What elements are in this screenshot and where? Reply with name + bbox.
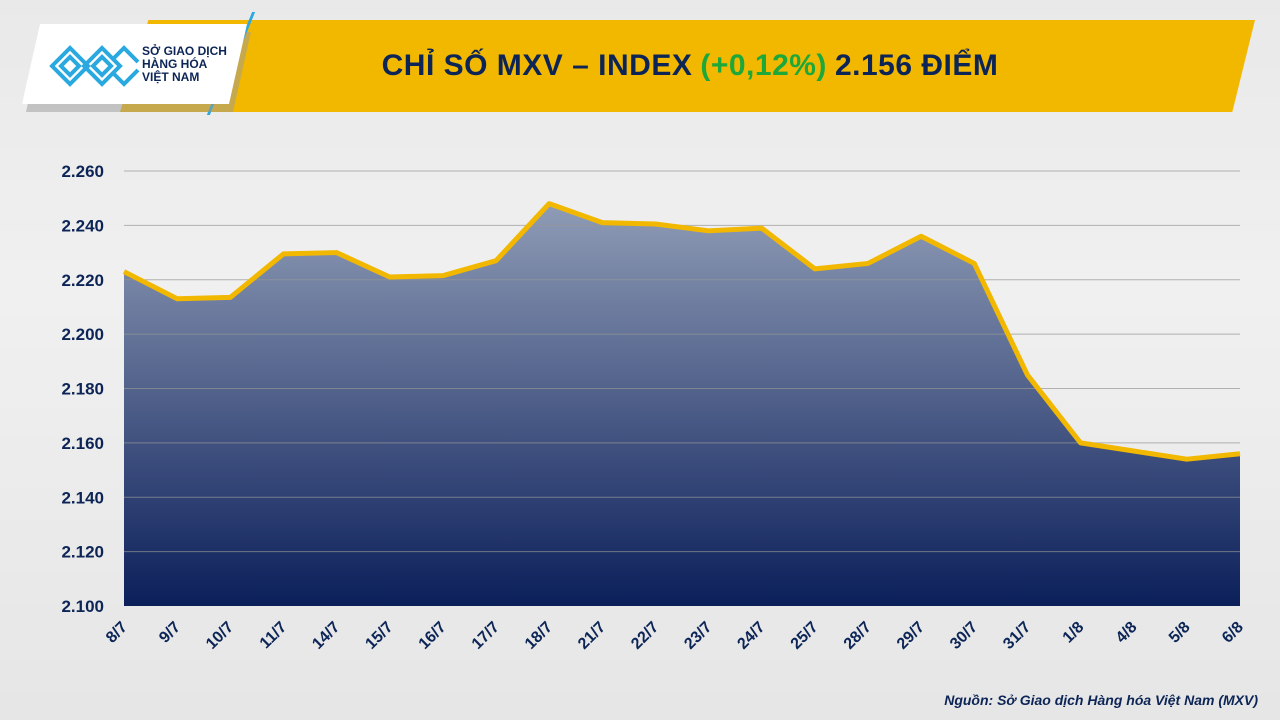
x-tick-label: 25/7 [788,619,822,653]
x-tick-label: 31/7 [1000,619,1034,653]
x-tick-label: 14/7 [309,619,343,653]
x-tick-label: 1/8 [1060,619,1088,647]
y-tick-label: 2.100 [61,597,104,616]
x-tick-label: 23/7 [681,619,715,653]
y-tick-label: 2.120 [61,543,104,562]
title-banner [120,20,1255,112]
x-tick-label: 8/7 [103,619,131,647]
title-prefix: CHỈ SỐ MXV – INDEX [381,49,693,82]
x-tick-label: 18/7 [522,619,556,653]
x-tick-label: 10/7 [203,619,237,653]
y-tick-label: 2.180 [61,380,104,399]
logo-line1: SỞ GIAO DỊCH [142,44,227,58]
x-tick-label: 30/7 [947,619,981,653]
x-tick-label: 29/7 [894,619,928,653]
x-tick-label: 4/8 [1113,619,1141,647]
logo: SỞ GIAO DỊCH HÀNG HÓA VIỆT NAM [22,24,247,104]
logo-line2: HÀNG HÓA [142,57,208,71]
x-tick-label: 22/7 [628,619,662,653]
x-tick-label: 6/8 [1219,619,1247,647]
x-tick-label: 5/8 [1166,619,1194,647]
source-note: Nguồn: Sở Giao dịch Hàng hóa Việt Nam (M… [944,692,1258,708]
y-tick-label: 2.220 [61,271,104,290]
title-change: (+0,12%) [700,49,827,82]
x-tick-label: 16/7 [416,619,450,653]
x-tick-label: 11/7 [257,619,290,652]
y-tick-label: 2.260 [61,162,104,181]
chart-title: CHỈ SỐ MXV – INDEX (+0,12%) 2.156 ĐIỂM [230,20,1150,112]
x-tick-label: 24/7 [735,619,769,653]
x-tick-label: 21/7 [575,619,609,653]
logo-line3: VIỆT NAM [142,70,200,84]
y-tick-label: 2.160 [61,434,104,453]
mxv-logo-icon [49,45,140,87]
area-fill [124,203,1240,606]
x-tick-label: 15/7 [363,619,397,653]
x-tick-label: 9/7 [156,619,184,647]
title-suffix: 2.156 ĐIỂM [834,49,999,82]
y-tick-label: 2.140 [61,488,104,507]
series-line [122,201,1241,462]
y-tick-label: 2.200 [61,325,104,344]
x-tick-label: 17/7 [469,619,503,653]
y-tick-label: 2.240 [61,216,104,235]
x-tick-label: 28/7 [841,619,875,653]
